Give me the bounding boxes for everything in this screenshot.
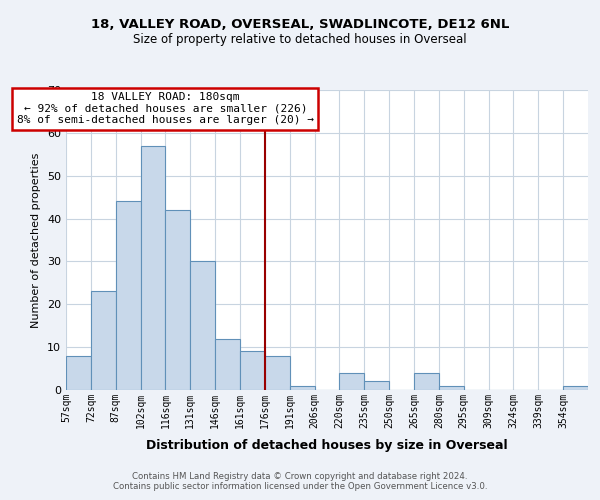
Bar xyxy=(364,382,389,390)
Bar xyxy=(439,386,464,390)
Bar xyxy=(240,352,265,390)
X-axis label: Distribution of detached houses by size in Overseal: Distribution of detached houses by size … xyxy=(146,439,508,452)
Text: 18, VALLEY ROAD, OVERSEAL, SWADLINCOTE, DE12 6NL: 18, VALLEY ROAD, OVERSEAL, SWADLINCOTE, … xyxy=(91,18,509,30)
Y-axis label: Number of detached properties: Number of detached properties xyxy=(31,152,41,328)
Text: Size of property relative to detached houses in Overseal: Size of property relative to detached ho… xyxy=(133,32,467,46)
Bar xyxy=(190,262,215,390)
Bar xyxy=(290,386,314,390)
Bar xyxy=(116,202,140,390)
Bar xyxy=(166,210,190,390)
Bar xyxy=(340,373,364,390)
Text: Contains public sector information licensed under the Open Government Licence v3: Contains public sector information licen… xyxy=(113,482,487,491)
Bar xyxy=(215,338,240,390)
Bar xyxy=(563,386,588,390)
Bar xyxy=(91,292,116,390)
Bar xyxy=(414,373,439,390)
Bar xyxy=(140,146,166,390)
Text: 18 VALLEY ROAD: 180sqm
← 92% of detached houses are smaller (226)
8% of semi-det: 18 VALLEY ROAD: 180sqm ← 92% of detached… xyxy=(17,92,314,126)
Bar xyxy=(265,356,290,390)
Text: Contains HM Land Registry data © Crown copyright and database right 2024.: Contains HM Land Registry data © Crown c… xyxy=(132,472,468,481)
Bar xyxy=(66,356,91,390)
